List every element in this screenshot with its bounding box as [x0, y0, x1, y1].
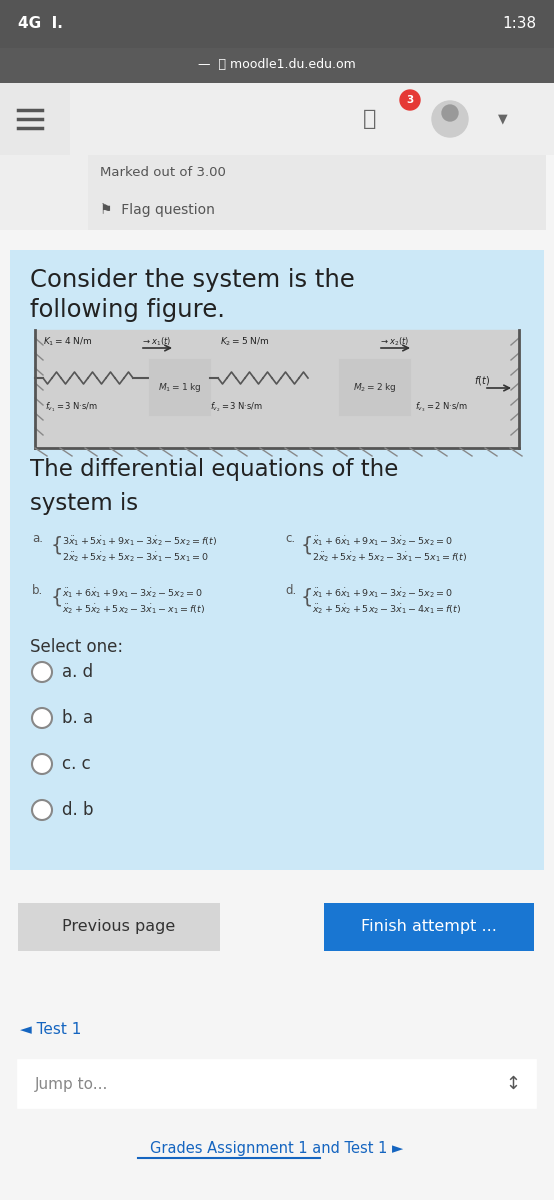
Text: $\ddot{x}_2+5\dot{x}_2+5x_2-3\dot{x}_1-4x_1=f(t)$: $\ddot{x}_2+5\dot{x}_2+5x_2-3\dot{x}_1-4…	[312, 602, 461, 616]
Bar	[340, 360, 410, 415]
Text: d. b: d. b	[62, 802, 94, 818]
Bar	[0, 83, 554, 155]
Bar	[0, 83, 70, 155]
Text: $\{$: $\{$	[50, 534, 62, 556]
Bar	[0, 0, 554, 48]
Text: $\ddot{x}_1+6\dot{x}_1+9x_1-3\dot{x}_2-5x_2=0$: $\ddot{x}_1+6\dot{x}_1+9x_1-3\dot{x}_2-5…	[312, 534, 453, 547]
Text: following figure.: following figure.	[30, 298, 225, 322]
Text: The differential equations of the: The differential equations of the	[30, 458, 398, 481]
Text: ↕: ↕	[505, 1075, 520, 1093]
Text: $\ddot{x}_1+6\dot{x}_1+9x_1-3\dot{x}_2-5x_2=0$: $\ddot{x}_1+6\dot{x}_1+9x_1-3\dot{x}_2-5…	[312, 586, 453, 600]
Text: c.: c.	[285, 532, 295, 545]
Text: $\ddot{x}_1+6\dot{x}_1+9x_1-3\dot{x}_2-5x_2=0$: $\ddot{x}_1+6\dot{x}_1+9x_1-3\dot{x}_2-5…	[62, 586, 203, 600]
Text: $K_2=5$ N/m: $K_2=5$ N/m	[220, 336, 270, 348]
Text: 1:38: 1:38	[502, 17, 536, 31]
Text: $\{$: $\{$	[50, 586, 62, 608]
Text: —  🔒 moodle1.du.edu.om: — 🔒 moodle1.du.edu.om	[198, 59, 356, 72]
Bar	[0, 190, 88, 230]
Circle shape	[400, 90, 420, 110]
Bar	[0, 1110, 554, 1200]
Bar	[88, 155, 546, 190]
FancyBboxPatch shape	[324, 902, 534, 950]
Text: $2\ddot{x}_2+5\dot{x}_2+5x_2-3\dot{x}_1-5x_1=f(t)$: $2\ddot{x}_2+5\dot{x}_2+5x_2-3\dot{x}_1-…	[312, 550, 467, 564]
Text: a. d: a. d	[62, 662, 93, 680]
Bar	[0, 955, 554, 1020]
Bar	[0, 870, 554, 900]
Text: ▼: ▼	[498, 113, 508, 126]
Text: ◄ Test 1: ◄ Test 1	[20, 1022, 81, 1037]
Circle shape	[32, 754, 52, 774]
Bar	[10, 250, 544, 870]
Text: $K_1=4$ N/m: $K_1=4$ N/m	[43, 336, 93, 348]
Text: c. c: c. c	[62, 755, 91, 773]
Text: d.: d.	[285, 584, 296, 596]
Text: Consider the system is the: Consider the system is the	[30, 268, 355, 292]
Circle shape	[32, 800, 52, 820]
Text: b.: b.	[32, 584, 43, 596]
Bar	[0, 230, 554, 250]
Text: $M_1=1$ kg: $M_1=1$ kg	[158, 382, 202, 394]
Circle shape	[32, 708, 52, 728]
Bar	[18, 1060, 536, 1108]
Text: Finish attempt ...: Finish attempt ...	[361, 919, 497, 935]
Text: Grades Assignment 1 and Test 1 ►: Grades Assignment 1 and Test 1 ►	[150, 1140, 404, 1156]
Text: 4G  I.: 4G I.	[18, 17, 63, 31]
Text: $M_2=2$ kg: $M_2=2$ kg	[353, 382, 397, 394]
Circle shape	[442, 104, 458, 121]
Circle shape	[432, 101, 468, 137]
Text: Previous page: Previous page	[63, 919, 176, 935]
Bar	[35, 330, 519, 448]
Text: $\{$: $\{$	[300, 586, 312, 608]
Bar	[0, 155, 88, 190]
FancyBboxPatch shape	[18, 902, 220, 950]
Text: $\rightarrow x_1(t)$: $\rightarrow x_1(t)$	[141, 336, 171, 348]
Bar	[0, 48, 554, 83]
Circle shape	[32, 662, 52, 682]
Text: $f_{v_3}=2$ N·s/m: $f_{v_3}=2$ N·s/m	[415, 400, 468, 414]
Text: Jump to...: Jump to...	[35, 1076, 109, 1092]
Text: Marked out of 3.00: Marked out of 3.00	[100, 166, 226, 179]
Text: a.: a.	[32, 532, 43, 545]
Text: 🔔: 🔔	[363, 109, 377, 128]
Text: ⚑  Flag question: ⚑ Flag question	[100, 203, 215, 217]
Text: $\ddot{x}_2+5\dot{x}_2+5x_2-3\dot{x}_1-x_1=f(t)$: $\ddot{x}_2+5\dot{x}_2+5x_2-3\dot{x}_1-x…	[62, 602, 205, 616]
Text: $\rightarrow x_2(t)$: $\rightarrow x_2(t)$	[379, 336, 409, 348]
Text: $3\ddot{x}_1+5\dot{x}_1+9x_1-3\dot{x}_2-5x_2=f(t)$: $3\ddot{x}_1+5\dot{x}_1+9x_1-3\dot{x}_2-…	[62, 534, 217, 547]
Bar	[88, 190, 546, 230]
Text: $f(t)$: $f(t)$	[474, 374, 490, 386]
Text: $f_{v_1}=3$ N·s/m: $f_{v_1}=3$ N·s/m	[45, 400, 98, 414]
Bar	[150, 360, 210, 415]
Text: $\{$: $\{$	[300, 534, 312, 556]
Text: b. a: b. a	[62, 709, 93, 727]
Text: $f_{v_2}=3$ N·s/m: $f_{v_2}=3$ N·s/m	[210, 400, 263, 414]
Text: Select one:: Select one:	[30, 638, 123, 656]
Text: system is: system is	[30, 492, 138, 515]
Text: 3: 3	[407, 95, 414, 104]
Text: $2\ddot{x}_2+5\dot{x}_2+5x_2-3\dot{x}_1-5x_1=0$: $2\ddot{x}_2+5\dot{x}_2+5x_2-3\dot{x}_1-…	[62, 550, 209, 564]
